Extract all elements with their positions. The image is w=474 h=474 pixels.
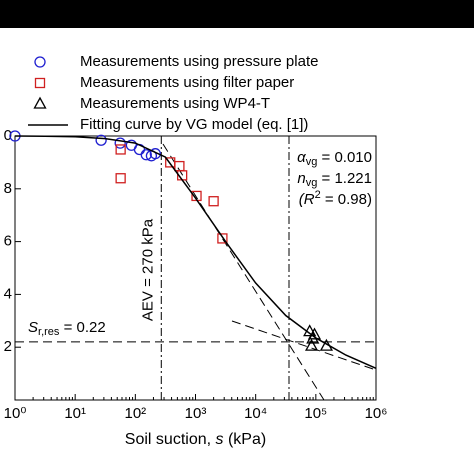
param-symbol: n (297, 170, 305, 187)
x-tick-label: 10⁵ (304, 405, 327, 422)
aev-label: AEV = 270 kPa (139, 218, 156, 321)
x-axis-label: Soil suction, s (kPa) (125, 431, 266, 448)
legend-symbol (33, 96, 47, 109)
point (307, 327, 322, 340)
x-tick-label: 10⁴ (244, 405, 267, 422)
legend-label: Measurements using pressure plate (80, 53, 318, 70)
param-text: = 1.221 (317, 170, 372, 187)
legend-label: Measurements using filter paper (80, 74, 294, 91)
y-tick-label: 4 (4, 285, 12, 302)
point (149, 148, 161, 160)
param-sub: vg (306, 177, 318, 189)
tangent-line (162, 143, 325, 401)
sr-res-sub: r,res (38, 326, 60, 338)
fit-curve (14, 135, 377, 370)
x-tick-label: 10⁶ (365, 405, 388, 422)
point (208, 196, 219, 207)
point (217, 233, 228, 244)
legend-label: Fitting curve by VG model (eq. [1]) (80, 116, 308, 133)
x-tick-label: 10³ (185, 405, 207, 422)
legend-marker (33, 96, 47, 109)
sr-res-text: = 0.22 (59, 319, 105, 336)
y-tick-label: 6 (4, 233, 12, 250)
point (95, 134, 107, 146)
x-label-part: Soil suction, (125, 431, 216, 448)
x-tick-label: 10⁰ (4, 405, 27, 422)
legend-symbol (34, 56, 46, 68)
point (140, 149, 152, 161)
x-tick-label: 10¹ (64, 405, 86, 422)
point (115, 144, 126, 155)
param-symbol: (R (299, 191, 315, 208)
residual-tangent-line (231, 320, 377, 371)
fit-parameter: αvg = 0.010 (297, 149, 372, 168)
fit-parameter: nvg = 1.221 (297, 170, 372, 189)
sr-res-label: Sr,res = 0.22 (28, 319, 106, 338)
sr-res-symbol: S (28, 319, 38, 336)
legend-symbol (34, 77, 46, 89)
x-label-part: (kPa) (224, 431, 267, 448)
point (114, 137, 126, 149)
x-tick-label: 10² (124, 405, 146, 422)
point (115, 173, 126, 184)
param-text: = 0.010 (317, 149, 372, 166)
legend-label: Measurements using WP4-T (80, 95, 270, 112)
param-sub: vg (306, 156, 318, 168)
param-symbol: α (297, 149, 306, 166)
x-label-part: s (216, 431, 224, 448)
y-tick-label: 2 (4, 338, 12, 355)
legend-marker (34, 77, 46, 89)
fit-parameter: (R2 = 0.98) (299, 189, 372, 208)
y-tick-label: 8 (4, 180, 12, 197)
param-sup: 2 (315, 189, 321, 201)
legend-marker (34, 56, 46, 68)
param-text: = 0.98) (321, 191, 372, 208)
top-bar (0, 0, 474, 28)
y-tick-label: 0 (4, 127, 12, 144)
point (304, 338, 319, 351)
